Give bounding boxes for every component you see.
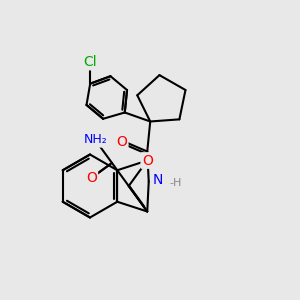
Text: O: O xyxy=(142,154,153,167)
Text: Cl: Cl xyxy=(83,55,97,69)
Text: N: N xyxy=(153,173,163,187)
Text: O: O xyxy=(116,136,127,149)
Text: O: O xyxy=(86,171,97,185)
Text: NH₂: NH₂ xyxy=(83,134,107,146)
Text: -H: -H xyxy=(170,178,182,188)
